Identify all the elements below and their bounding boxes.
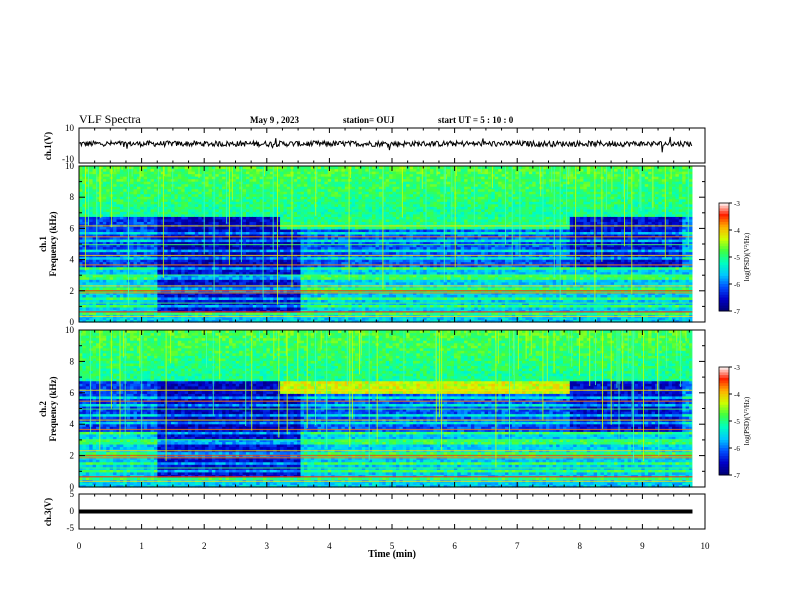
time-axis-tick-label: 7: [515, 541, 520, 551]
time-axis-tick-label: 4: [327, 541, 332, 551]
spec1-ytick: 2: [70, 286, 75, 296]
ch3-waveform-ylabel: ch.3(V): [43, 498, 53, 526]
ch2-spec-ylabel-ch: ch.2: [38, 401, 48, 417]
time-axis-tick-label: 10: [701, 541, 711, 551]
colorbar-label: log(PSD)(V²/Hz): [743, 396, 751, 445]
ch3-waveform-panel: 5 0 -5 ch.3(V): [43, 489, 706, 533]
spec1-ytick: 8: [70, 192, 75, 202]
ch3-ytick-mid: 0: [70, 506, 75, 516]
ch3-ytick-top: 5: [70, 489, 75, 499]
ch1-spec-ylabel-freq: Frequency (kHz): [48, 211, 58, 276]
time-axis-tick-label: 9: [640, 541, 645, 551]
time-axis-tick-label: 3: [265, 541, 270, 551]
spec2-ytick: 6: [70, 388, 75, 398]
ch1-spectrogram-ticks: 0 2 4 6 8 10: [65, 161, 705, 327]
header-start-time: start UT = 5 : 10 : 0: [438, 115, 514, 125]
time-axis: 0 1 2 3 4 5 6 7 8 9 10: [77, 128, 710, 551]
header-date: May 9 , 2023: [250, 115, 299, 125]
time-axis-tick-label: 1: [139, 541, 144, 551]
spec1-ytick: 0: [70, 317, 75, 327]
colorbar-tick: -6: [734, 281, 740, 289]
colorbar-label: log(PSD)(V²/Hz): [743, 232, 751, 281]
time-axis-tick-label: 8: [578, 541, 583, 551]
spec1-ytick: 6: [70, 223, 75, 233]
colorbar-tick: -6: [734, 445, 740, 453]
spec2-ytick: 4: [70, 419, 75, 429]
colorbar-tick: -4: [734, 227, 740, 235]
ch2-colorbar: -3 -4 -5 -6 -7 log(PSD)(V²/Hz): [718, 364, 751, 480]
ch2-spec-ylabel-freq: Frequency (kHz): [48, 376, 58, 441]
ch2-spectrogram-ticks: 0 2 4 6 8 10: [65, 325, 705, 492]
colorbar-tick: -7: [734, 472, 740, 480]
time-axis-tick-label: 6: [452, 541, 457, 551]
ch2-spectrogram-panel: 0 2 4 6 8 10 ch.2 Frequency (kHz) -3 -4 -5 -6 -7 l…: [38, 325, 751, 492]
time-axis-label: Time (min): [368, 549, 416, 560]
time-axis-tick-label: 0: [77, 541, 82, 551]
spec1-ytick: 10: [65, 161, 75, 171]
spec2-ytick: 2: [70, 451, 75, 461]
ch1-spectrogram-image: [79, 166, 705, 323]
ch1-ytick-top: 10: [65, 123, 75, 133]
spec2-ytick: 10: [65, 325, 75, 335]
ch1-colorbar: -3 -4 -5 -6 -7 log(PSD)(V²/Hz): [718, 200, 751, 316]
ch1-waveform-panel: 10 -10 ch.1(V): [43, 123, 706, 164]
colorbar-tick: -7: [734, 308, 740, 316]
spec2-ytick: 8: [70, 356, 75, 366]
ch1-waveform-ylabel: ch.1(V): [43, 132, 53, 160]
header-station: station= OUJ: [343, 115, 395, 125]
ch1-spec-ylabel-ch: ch.1: [38, 236, 48, 252]
colorbar-tick: -5: [734, 254, 740, 262]
colorbar-tick: -3: [734, 364, 740, 372]
ch3-ytick-bottom: -5: [67, 523, 75, 533]
ch1-waveform-frame: [78, 127, 706, 164]
ch1-ytick-bottom: -10: [62, 154, 74, 164]
time-axis-tick-label: 5: [390, 541, 395, 551]
ch1-spectrogram-panel: 0 2 4 6 8 10 ch.1 Frequency (kHz) -3 -4 -5 -6 -7 l…: [38, 161, 751, 327]
spec2-ytick: 0: [70, 482, 75, 492]
colorbar-tick: -4: [734, 391, 740, 399]
colorbar-tick: -3: [734, 200, 740, 208]
time-axis-tick-label: 2: [202, 541, 207, 551]
spec1-ytick: 4: [70, 255, 75, 265]
chart-title: VLF Spectra: [79, 112, 141, 126]
ch2-spectrogram-image: [79, 330, 705, 488]
ch1-waveform-line: [78, 136, 693, 153]
colorbar-tick: -5: [734, 418, 740, 426]
